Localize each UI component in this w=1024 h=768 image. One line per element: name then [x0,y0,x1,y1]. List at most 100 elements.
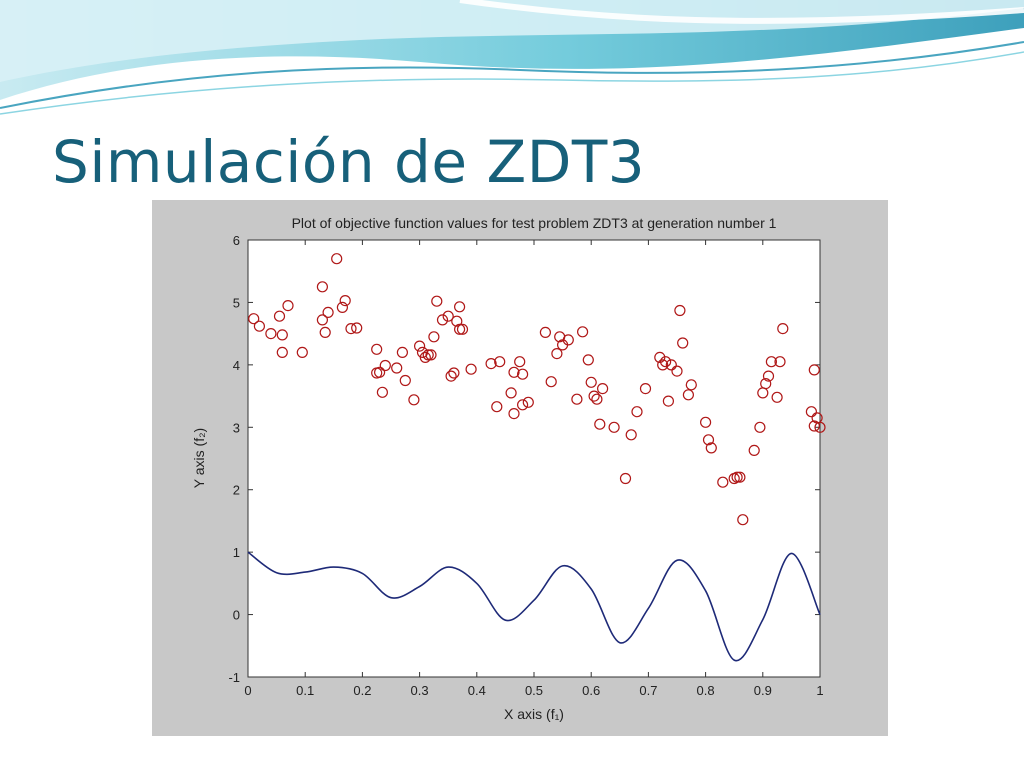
scatter-point [505,387,517,399]
scatter-point [582,354,594,366]
scatter-point [808,364,820,376]
y-tick-label: 5 [233,295,240,310]
scatter-point [551,348,563,360]
scatter-point [682,389,695,401]
header-wave-banner [0,0,1024,115]
scatter-point [508,366,520,378]
curve-series [247,551,821,662]
scatter-point [731,471,743,483]
scatter-point [408,394,420,406]
scatter-point [276,329,288,341]
scatter-point [737,514,749,526]
scatter-point [608,421,620,433]
scatter-point [665,359,677,371]
x-tick-label: 0.8 [697,683,715,698]
scatter-point [414,340,426,352]
scatter-point [248,313,260,325]
scatter-point [699,416,712,428]
scatter-point [814,421,826,433]
scatter-point [760,378,772,390]
scatter-point [545,376,557,388]
scatter-point [265,328,277,340]
x-tick-label: 0.3 [411,683,429,698]
scatter-point [625,429,637,441]
x-tick-label: 1 [816,683,823,698]
scatter-point [282,299,294,312]
scatter-point [705,442,717,454]
x-tick-label: 0.5 [525,683,543,698]
scatter-point [577,326,589,338]
scatter-point [517,368,529,380]
banner-wave-line-2 [0,51,1024,115]
scatter-point [662,395,675,407]
plot-area [247,239,821,678]
scatter-point [339,294,351,307]
scatter-point [734,471,746,483]
scatter-point [588,390,600,402]
scatter-point [597,383,609,395]
scatter-point [774,356,786,368]
scatter-point [451,315,463,327]
scatter-point [399,374,411,387]
scatter-point [571,393,583,405]
slide-title: Simulación de ZDT3 [52,128,646,196]
scatter-point [591,393,603,405]
chart-title: Plot of objective function values for te… [292,215,777,231]
x-tick-label: 0.1 [296,683,314,698]
scatter-point [448,367,460,379]
scatter-point [522,396,534,408]
scatter-point [316,281,328,293]
banner-wave-line-1 [0,41,1024,109]
scatter-point [685,379,697,391]
scatter-point [319,326,331,338]
x-tick-label: 0.4 [468,683,486,698]
scatter-point [674,304,686,317]
scatter-point [771,391,783,403]
scatter-point [514,356,526,368]
scatter-point [296,346,308,358]
scatter-point [396,346,408,358]
y-tick-label: 1 [233,545,240,560]
scatter-point [391,362,403,374]
scatter-point [517,399,529,411]
scatter-point [351,322,363,334]
scatter-point [454,301,466,313]
scatter-point [322,306,334,319]
scatter-point [454,323,466,335]
x-axis-label: X axis (f₁) [504,706,564,722]
scatter-point [808,420,820,432]
scatter-point [671,365,683,377]
scatter-point [456,323,469,335]
scatter-point [436,314,449,326]
scatter-point [654,351,666,363]
scatter-point [762,370,775,382]
scatter-point [316,314,328,326]
scatter-point [445,370,457,382]
scatter-point [336,301,348,314]
scatter-point [765,356,778,368]
scatter-point [273,310,286,322]
scatter-point [657,359,669,371]
scatter-point [631,406,643,418]
chart-svg: 0 0.1 0.2 0.3 0.4 0.5 0.6 0.7 0.8 0.9 1 -1 0 1 2 3 4 5 6 P… [191,215,826,722]
scatter-point [376,386,388,398]
x-tick-label: 0.6 [582,683,600,698]
scatter-point [428,331,440,343]
scatter-point [431,295,443,307]
scatter-point [331,253,343,265]
scatter-point [374,366,386,378]
y-tick-label: 2 [233,483,240,498]
scatter-point [639,383,652,395]
x-tick-label: 0.9 [754,683,772,698]
scatter-point [465,363,477,375]
scatter-point [508,408,520,420]
scatter-point [371,343,383,355]
scatter-point [425,349,437,361]
scatter-point [485,358,497,370]
x-tick-label: 0 [244,683,251,698]
scatter-point [754,421,766,433]
scatter-point [562,334,574,346]
scatter-point [539,326,551,338]
scatter-point [276,346,288,358]
scatter-point [702,434,715,446]
